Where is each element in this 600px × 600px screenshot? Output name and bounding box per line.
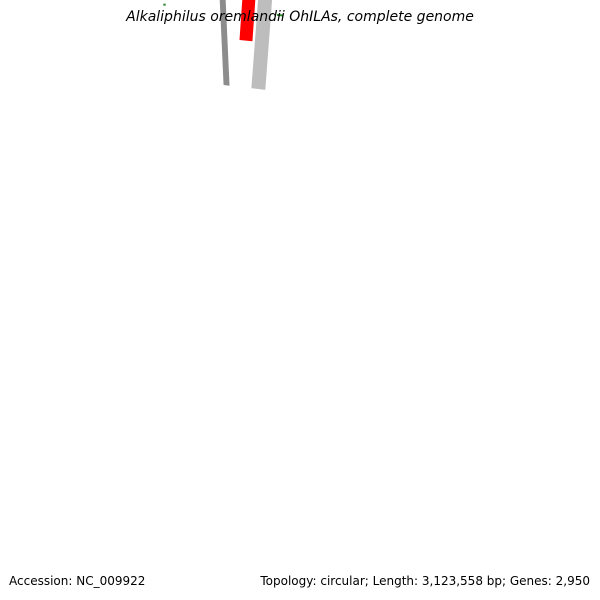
gene-tracks (239, 0, 273, 90)
gene-Clos_0535-box (251, 0, 273, 90)
major-ticks: 585 kbp586 kbp587 kbp588 kbp589 kbp590 k… (276, 13, 284, 17)
backbone (219, 0, 230, 86)
backbone-ring (219, 0, 230, 86)
outer-tick (276, 13, 284, 17)
accession-text: Accession: NC_009922 (9, 574, 146, 588)
map-title: Alkaliphilus oremlandii OhILAs, complete… (126, 9, 474, 25)
minor-ticks (163, 3, 166, 6)
forward-gene-arrow (239, 0, 256, 42)
genome-summary-text: Topology: circular; Length: 3,123,558 bp… (260, 574, 590, 588)
